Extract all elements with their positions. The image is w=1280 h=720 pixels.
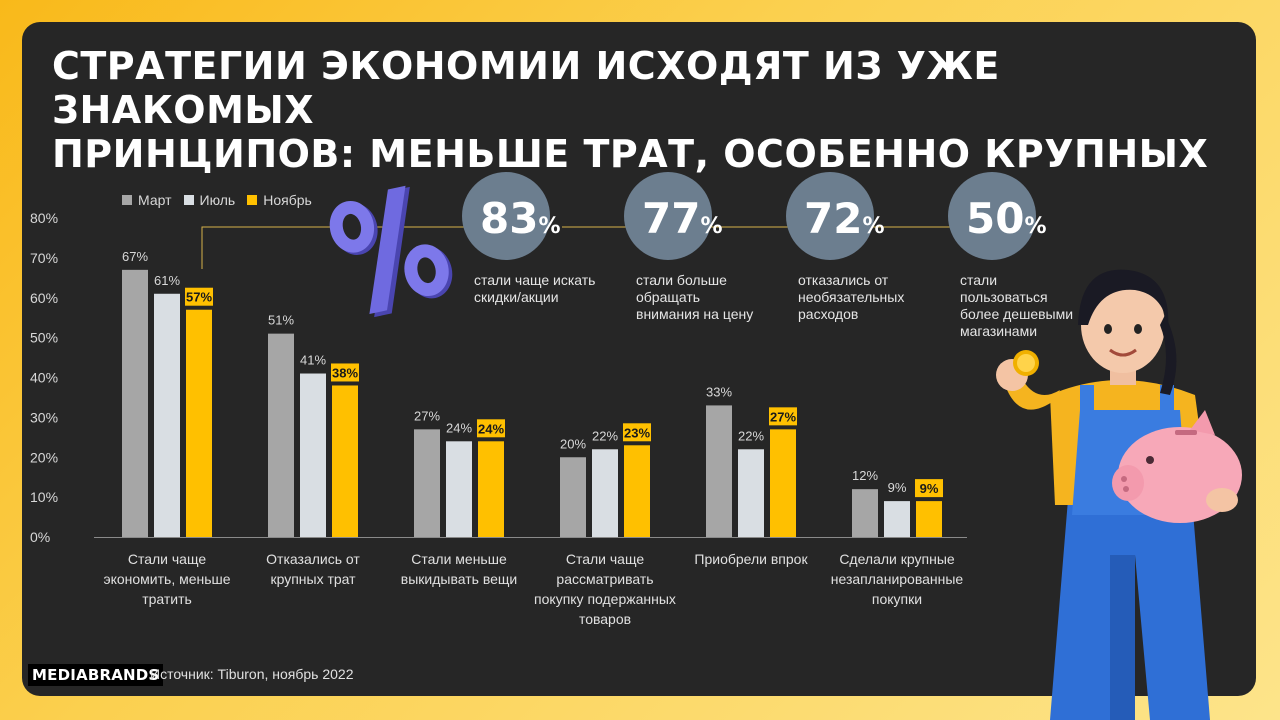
bar: [154, 293, 180, 537]
y-tick-label: 80%: [30, 210, 58, 226]
percent-icon: [329, 185, 453, 318]
category-label: покупки: [872, 591, 922, 607]
y-tick-label: 20%: [30, 449, 58, 465]
bar: [122, 269, 148, 537]
bar: [916, 501, 942, 537]
category-label: товаров: [579, 611, 631, 627]
data-label: 9%: [888, 480, 907, 495]
data-label: 23%: [624, 425, 650, 440]
bar-chart: 0% 10% 20% 30% 40% 50% 60% 70% 80% 67% 61% 57% Стали…: [30, 210, 967, 627]
person-with-piggy-bank-illustration: [996, 269, 1242, 720]
data-label: 24%: [478, 421, 504, 436]
stat-label: стали пользоваться более дешевыми магазинам…: [960, 272, 1074, 339]
stat-label: стали чаще искать скидки/акции: [474, 272, 596, 305]
bar: [300, 373, 326, 537]
legend-swatch-november: [247, 195, 258, 205]
y-tick-label: 40%: [30, 370, 58, 386]
category-label: тратить: [142, 591, 192, 607]
legend-item-march: Март: [122, 192, 172, 208]
category-label: Приобрели впрок: [694, 551, 808, 567]
bar: [268, 333, 294, 537]
bar: [852, 489, 878, 537]
bar: [332, 385, 358, 537]
title-line-1: СТРАТЕГИИ ЭКОНОМИИ ИСХОДЯТ ИЗ УЖЕ ЗНАКОМ…: [52, 44, 1000, 132]
data-label: 41%: [300, 353, 326, 368]
data-label-highlight: [477, 419, 505, 438]
stat-circle: [624, 172, 712, 260]
y-tick-label: 30%: [30, 409, 58, 425]
y-tick-label: 0%: [30, 529, 50, 545]
legend-label-november: Ноябрь: [263, 192, 312, 208]
data-label: 57%: [186, 290, 212, 305]
bar: [414, 429, 440, 537]
data-label: 9%: [920, 481, 939, 496]
stat-circle: [786, 172, 874, 260]
category-label: экономить, меньше: [103, 571, 230, 587]
legend-label-march: Март: [138, 192, 172, 208]
bar: [560, 457, 586, 537]
data-label: 20%: [560, 436, 586, 451]
infographic-card: СТРАТЕГИИ ЭКОНОМИИ ИСХОДЯТ ИЗ УЖЕ ЗНАКОМ…: [22, 22, 1256, 696]
legend-item-november: Ноябрь: [247, 192, 312, 208]
category-label: Отказались от: [266, 551, 360, 567]
data-label-highlight: [915, 479, 943, 498]
bar: [446, 441, 472, 537]
data-label: 61%: [154, 273, 180, 288]
data-label-highlight: [185, 287, 213, 306]
category-label: выкидывать вещи: [401, 571, 517, 587]
bar: [186, 309, 212, 537]
stat-label: стали больше обращать внимания на цену: [636, 272, 754, 322]
stat-label: отказались от необязательных расходов: [798, 272, 905, 322]
stat-number: 77%: [642, 194, 723, 243]
category-label: Сделали крупные: [839, 551, 955, 567]
category-label: незапланированные: [831, 571, 964, 587]
category-label: Стали чаще: [128, 551, 206, 567]
category-label: рассматривать: [556, 571, 653, 587]
category-label: Стали меньше: [411, 551, 507, 567]
data-label-highlight: [769, 407, 797, 426]
title-line-2: ПРИНЦИПОВ: МЕНЬШЕ ТРАТ, ОСОБЕННО КРУПНЫХ: [52, 132, 1209, 176]
bar: [706, 405, 732, 537]
category-label: Стали чаще: [566, 551, 644, 567]
mediabrands-logo: MEDIABRANDS: [28, 664, 164, 686]
category-label: крупных трат: [270, 571, 356, 587]
legend-swatch-july: [183, 195, 194, 205]
data-label: 27%: [414, 408, 440, 423]
bar: [624, 445, 650, 537]
data-label: 33%: [706, 384, 732, 399]
legend-label-july: Июль: [199, 192, 236, 208]
y-tick-label: 60%: [30, 290, 58, 306]
bar: [770, 429, 796, 537]
bar: [884, 501, 910, 537]
chart-legend: Март Июль Ноябрь: [122, 192, 312, 208]
stat-circle: [462, 172, 550, 260]
source-note: Источник: Tiburon, ноябрь 2022: [150, 666, 354, 682]
data-label: 24%: [446, 420, 472, 435]
y-tick-label: 50%: [30, 330, 58, 346]
y-tick-label: 70%: [30, 250, 58, 266]
data-label: 27%: [770, 409, 796, 424]
stat-number: 72%: [804, 194, 885, 243]
stat-number: 50%: [966, 194, 1047, 243]
bar: [738, 449, 764, 537]
stat-circle: [948, 172, 1036, 260]
category-label: покупку подержанных: [534, 591, 676, 607]
data-label: 51%: [268, 313, 294, 328]
bar: [592, 449, 618, 537]
y-tick-label: 10%: [30, 489, 58, 505]
bar: [478, 441, 504, 537]
data-label: 38%: [332, 365, 358, 380]
page-title: СТРАТЕГИИ ЭКОНОМИИ ИСХОДЯТ ИЗ УЖЕ ЗНАКОМ…: [52, 44, 1232, 176]
data-label-highlight: [623, 423, 651, 442]
stat-number: 83%: [480, 194, 561, 243]
data-label: 12%: [852, 468, 878, 483]
legend-item-july: Июль: [183, 192, 236, 208]
legend-swatch-march: [122, 195, 132, 205]
data-label-highlight: [331, 363, 359, 382]
data-label: 22%: [592, 428, 618, 443]
data-label: 22%: [738, 428, 764, 443]
data-label: 67%: [122, 249, 148, 264]
